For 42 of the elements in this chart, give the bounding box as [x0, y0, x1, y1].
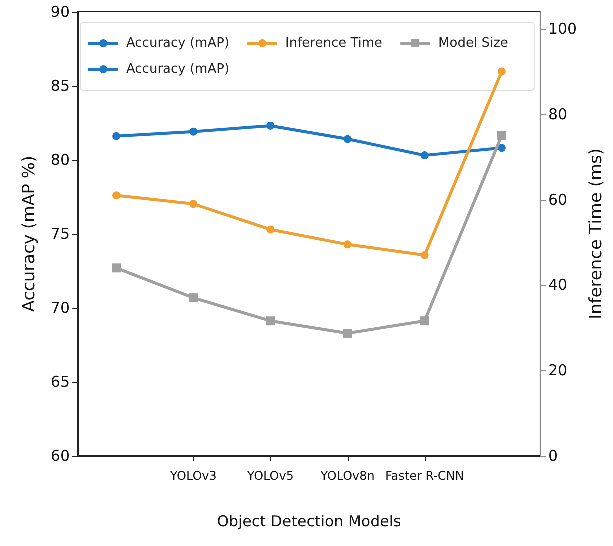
- y2-tick-label: 80: [548, 105, 568, 124]
- point: [498, 68, 506, 76]
- point: [266, 122, 275, 130]
- legend-label: Model Size: [438, 36, 508, 51]
- legend-label: Inference Time: [286, 36, 383, 51]
- legend-label: Accuracy (mAP): [126, 62, 230, 77]
- point: [498, 144, 506, 152]
- x-tick-label: YOLOv8n: [320, 469, 375, 483]
- y-tick-label: 80: [50, 151, 70, 169]
- point: [112, 192, 121, 200]
- point: [266, 316, 276, 326]
- point: [190, 128, 198, 136]
- legend-label: Accuracy (mAP): [126, 36, 230, 51]
- y-axis-title: Accuracy (mAP %): [20, 156, 40, 312]
- y-tick-label: 65: [50, 373, 70, 391]
- y-tick-label: 75: [50, 225, 70, 243]
- point: [112, 132, 121, 140]
- point: [420, 316, 430, 326]
- y-tick-label: 85: [50, 77, 70, 95]
- point: [190, 200, 198, 208]
- point: [266, 226, 275, 234]
- x-tick-label: YOLOv5: [246, 469, 294, 483]
- y2-tick-label: 0: [548, 447, 558, 465]
- y2-tick-label: 60: [548, 190, 568, 209]
- point: [343, 328, 352, 338]
- y2-tick-label: 100: [548, 20, 578, 38]
- y2-tick-label: 20: [548, 362, 568, 380]
- point: [420, 251, 429, 260]
- point: [112, 264, 122, 273]
- x-tick-label: Faster R-CNN: [385, 469, 464, 483]
- y-tick-label: 90: [50, 3, 70, 21]
- point: [189, 294, 198, 303]
- point: [420, 152, 429, 160]
- y-tick-label: 70: [50, 299, 70, 317]
- y2-axis-title: Inference Time (ms): [586, 148, 606, 320]
- x-tick-label: YOLOv3: [169, 469, 217, 483]
- point: [344, 135, 352, 144]
- point: [497, 131, 506, 140]
- point: [344, 240, 352, 249]
- x-axis-title: Object Detection Models: [217, 512, 402, 530]
- y-tick-label: 60: [50, 447, 70, 465]
- y2-tick-label: 40: [548, 276, 568, 294]
